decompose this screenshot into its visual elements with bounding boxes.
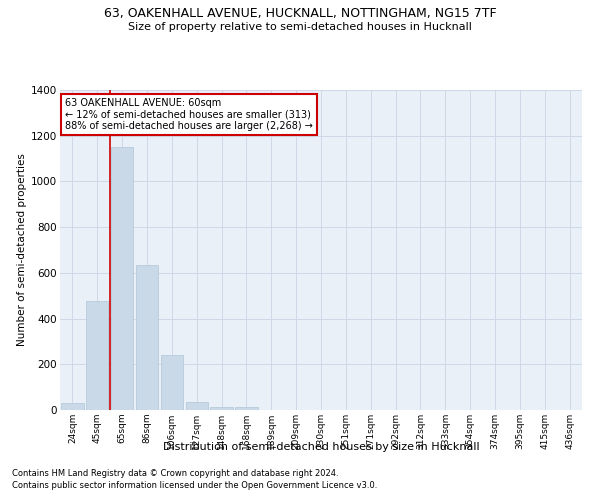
Y-axis label: Number of semi-detached properties: Number of semi-detached properties	[17, 154, 27, 346]
Bar	[111, 147, 133, 410]
Bar	[86, 302, 109, 410]
Bar	[235, 408, 257, 410]
Text: 63 OAKENHALL AVENUE: 60sqm
← 12% of semi-detached houses are smaller (313)
88% o: 63 OAKENHALL AVENUE: 60sqm ← 12% of semi…	[65, 98, 313, 131]
Bar	[185, 402, 208, 410]
Text: Contains public sector information licensed under the Open Government Licence v3: Contains public sector information licen…	[12, 481, 377, 490]
Text: Contains HM Land Registry data © Crown copyright and database right 2024.: Contains HM Land Registry data © Crown c…	[12, 468, 338, 477]
Text: 63, OAKENHALL AVENUE, HUCKNALL, NOTTINGHAM, NG15 7TF: 63, OAKENHALL AVENUE, HUCKNALL, NOTTINGH…	[104, 8, 496, 20]
Bar	[61, 403, 83, 410]
Text: Size of property relative to semi-detached houses in Hucknall: Size of property relative to semi-detach…	[128, 22, 472, 32]
Bar	[136, 265, 158, 410]
Bar	[211, 406, 233, 410]
Text: Distribution of semi-detached houses by size in Hucknall: Distribution of semi-detached houses by …	[163, 442, 479, 452]
Bar	[161, 355, 183, 410]
